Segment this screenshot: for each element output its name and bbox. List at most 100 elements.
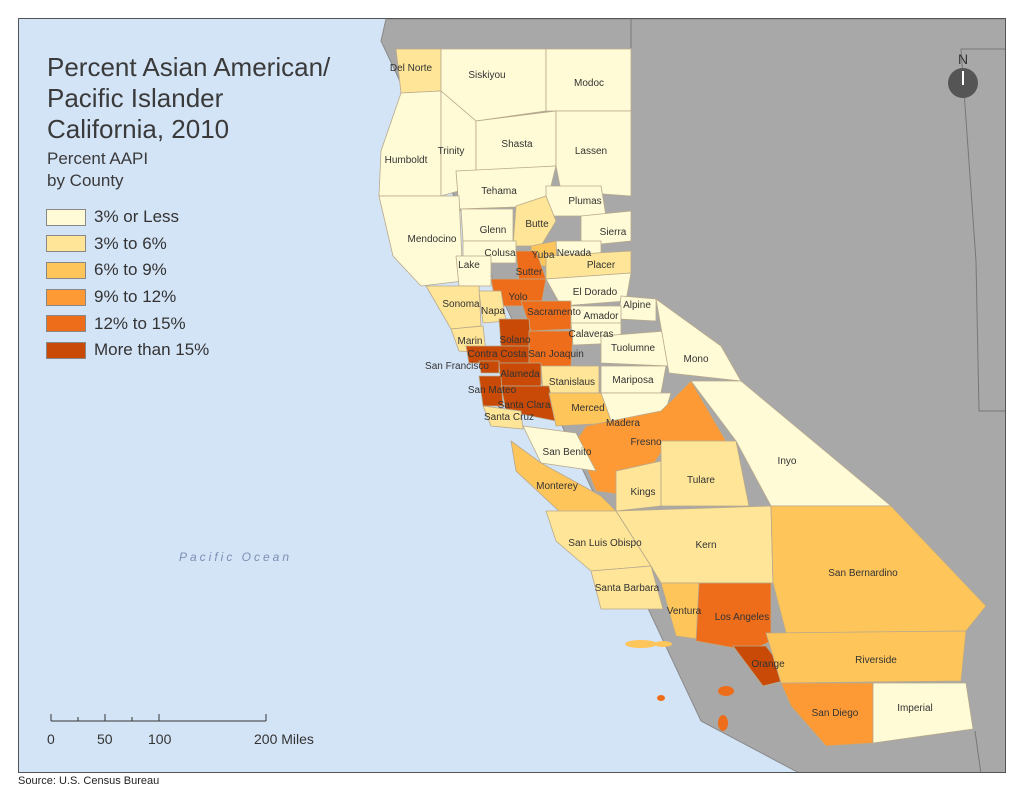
legend-label: More than 15%	[94, 340, 210, 360]
county-label: Mendocino	[408, 234, 457, 245]
county-shape-Siskiyou[interactable]	[440, 48, 547, 122]
legend-item: 9% to 12%	[46, 284, 209, 311]
county-label: Kern	[695, 540, 716, 551]
county-label: Sacramento	[527, 307, 581, 318]
county-label: Stanislaus	[549, 377, 595, 388]
legend-swatch	[46, 315, 86, 333]
legend-swatch	[46, 235, 86, 253]
legend-swatch	[46, 261, 86, 279]
county-label: Fresno	[630, 437, 662, 448]
scale-bar-icon	[50, 714, 267, 722]
county-label: Calaveras	[568, 329, 613, 340]
county-label: San Mateo	[468, 385, 517, 396]
county-label: Colusa	[484, 248, 516, 259]
county-label: Modoc	[574, 78, 604, 89]
county-label: Orange	[751, 659, 785, 670]
county-label: Alameda	[500, 369, 540, 380]
subtitle-line: Percent AAPI	[47, 149, 149, 168]
map-frame: Del Norte Siskiyou Modoc Humboldt Trinity Sha…	[18, 18, 1006, 773]
county-label: Mono	[683, 354, 708, 365]
county-label: Madera	[606, 418, 640, 429]
county-shape-Imperial[interactable]	[872, 682, 974, 744]
county-shape-Mendocino[interactable]	[378, 195, 464, 287]
county-label: Amador	[583, 311, 619, 322]
county-shape-Santa-Cruz[interactable]	[482, 405, 524, 430]
county-label: Lake	[458, 260, 480, 271]
county-shape-Lake[interactable]	[455, 255, 492, 287]
county-label: Lassen	[575, 146, 607, 157]
county-label: Plumas	[568, 196, 601, 207]
ocean-label: Pacific Ocean	[179, 550, 293, 564]
county-shape-San-Mateo[interactable]	[478, 375, 504, 407]
county-shape-Santa-Barbara[interactable]	[590, 565, 664, 610]
county-label: Nevada	[557, 248, 592, 259]
county-shape-Butte[interactable]	[512, 195, 557, 247]
county-label: Santa Barbara	[595, 583, 660, 594]
scale-label: 200 Miles	[254, 731, 314, 747]
county-label: San Francisco	[425, 361, 489, 372]
legend-item: More than 15%	[46, 337, 209, 364]
california-map[interactable]: Del Norte Siskiyou Modoc Humboldt Trinity Sha…	[19, 19, 1006, 773]
county-shape-San-Francisco[interactable]	[478, 360, 500, 374]
county-label: Marin	[457, 336, 482, 347]
county-shape-Riverside[interactable]	[765, 630, 967, 684]
legend-item: 3% to 6%	[46, 231, 209, 258]
title-line: California, 2010	[47, 114, 230, 144]
title-line: Pacific Islander	[47, 83, 224, 113]
scale-label: 50	[97, 731, 113, 747]
legend-subtitle: Percent AAPI by County	[47, 148, 148, 192]
county-label: Yuba	[532, 250, 555, 261]
county-label: Santa Cruz	[484, 412, 534, 423]
county-label: Sonoma	[442, 299, 480, 310]
county-labels: Del Norte Siskiyou Modoc Humboldt Trinity Sha…	[385, 63, 933, 719]
legend-item: 12% to 15%	[46, 310, 209, 337]
county-label: Butte	[525, 219, 549, 230]
county-label: Alpine	[623, 300, 651, 311]
county-label: Shasta	[501, 139, 533, 150]
county-label: Siskiyou	[468, 70, 505, 81]
source-note: Source: U.S. Census Bureau	[18, 775, 160, 787]
county-label: Tehama	[481, 186, 517, 197]
legend-label: 12% to 15%	[94, 313, 186, 333]
legend-swatch	[46, 208, 86, 226]
county-label: Yolo	[508, 292, 528, 303]
county-label: San Benito	[543, 447, 592, 458]
county-label: San Bernardino	[828, 568, 898, 579]
scale-label: 100	[148, 731, 172, 747]
county-label: Sutter	[516, 267, 543, 278]
border-line	[960, 48, 1005, 412]
county-shape-Humboldt[interactable]	[378, 90, 442, 197]
county-shape-Sierra[interactable]	[580, 210, 632, 247]
county-label: Riverside	[855, 655, 897, 666]
county-label: Glenn	[480, 225, 507, 236]
island	[718, 715, 728, 731]
county-label: Tulare	[687, 475, 715, 486]
north-arrow: N	[947, 51, 979, 98]
legend: 3% or Less 3% to 6% 6% to 9% 9% to 12% 1…	[46, 204, 209, 364]
county-label: Sierra	[600, 227, 627, 238]
county-label: Del Norte	[390, 63, 433, 74]
county-label: Napa	[481, 306, 505, 317]
county-label: San Diego	[812, 708, 859, 719]
subtitle-line: by County	[47, 171, 124, 190]
county-label: Merced	[571, 403, 604, 414]
county-label: Tuolumne	[611, 343, 656, 354]
legend-swatch	[46, 288, 86, 306]
county-shape-San-Diego[interactable]	[780, 682, 874, 747]
scale-bar: 0 50 100 200 Miles	[47, 711, 314, 747]
county-shape-Tulare[interactable]	[660, 440, 750, 507]
county-label: Mariposa	[612, 375, 654, 386]
county-label: Inyo	[778, 456, 797, 467]
county-label: Monterey	[536, 481, 578, 492]
legend-label: 3% or Less	[94, 207, 180, 227]
title-line: Percent Asian American/	[47, 52, 331, 82]
county-label: San Luis Obispo	[568, 538, 642, 549]
county-label: Santa Clara	[498, 400, 551, 411]
north-arrow-icon	[948, 68, 978, 98]
island	[654, 641, 672, 647]
county-label: Solano	[499, 335, 531, 346]
county-label: Contra Costa	[468, 349, 527, 360]
county-label: Humboldt	[385, 155, 428, 166]
scale-label: 0	[47, 731, 55, 747]
county-shape-San-Benito[interactable]	[522, 425, 597, 472]
